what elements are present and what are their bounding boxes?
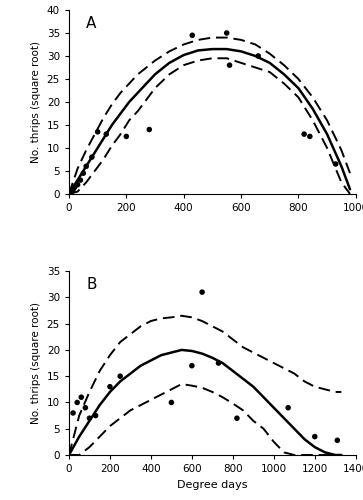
Point	[234, 414, 240, 422]
Point	[78, 393, 84, 401]
Point	[168, 398, 174, 406]
Point	[224, 29, 229, 37]
Point	[74, 398, 80, 406]
Point	[146, 126, 152, 134]
Point	[69, 188, 75, 196]
Point	[78, 176, 83, 184]
Point	[333, 160, 339, 168]
X-axis label: Degree days: Degree days	[177, 480, 248, 490]
Point	[70, 409, 76, 417]
Point	[255, 52, 261, 60]
Point	[72, 183, 78, 191]
Text: B: B	[86, 276, 97, 291]
Y-axis label: No. thrips (square root): No. thrips (square root)	[31, 41, 41, 163]
Point	[312, 432, 318, 440]
Point	[189, 32, 195, 40]
Point	[68, 188, 73, 196]
Point	[117, 372, 123, 380]
Point	[307, 132, 313, 140]
Point	[86, 414, 92, 422]
Point	[82, 404, 88, 411]
Point	[89, 153, 95, 161]
Point	[93, 412, 98, 420]
Point	[70, 186, 76, 194]
Point	[216, 359, 221, 367]
Point	[80, 169, 86, 177]
Point	[103, 130, 109, 138]
Text: A: A	[86, 16, 97, 30]
Point	[285, 404, 291, 411]
Point	[334, 436, 340, 444]
Point	[301, 130, 307, 138]
Point	[123, 132, 129, 140]
Point	[83, 162, 89, 170]
Point	[107, 382, 113, 390]
Point	[75, 180, 81, 188]
Point	[95, 128, 101, 136]
Point	[227, 61, 232, 69]
Point	[189, 362, 195, 370]
Y-axis label: No. thrips (square root): No. thrips (square root)	[31, 302, 41, 424]
Point	[199, 288, 205, 296]
